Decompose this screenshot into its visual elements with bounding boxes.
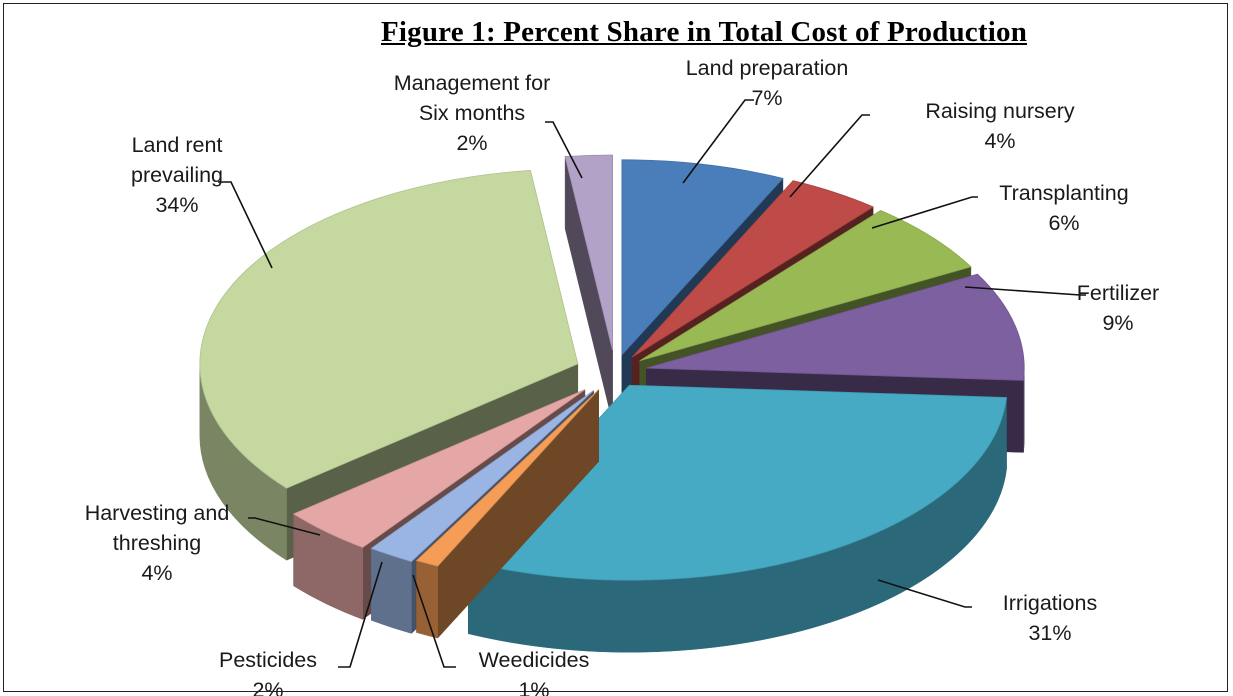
leader-line bbox=[789, 114, 870, 198]
leader-line bbox=[877, 579, 972, 608]
leader-line bbox=[871, 196, 978, 229]
leader-line bbox=[682, 99, 754, 184]
chart-title: Figure 1: Percent Share in Total Cost of… bbox=[380, 16, 1028, 48]
pie-slice bbox=[415, 388, 599, 639]
leader-line bbox=[964, 286, 1086, 296]
slice-label: Raising nursery 4% bbox=[925, 99, 1075, 153]
slice-label: Pesticides 2% bbox=[219, 648, 317, 696]
leader-line bbox=[218, 181, 273, 269]
slice-label: Land preparation 7% bbox=[686, 56, 849, 110]
slice-label: Transplanting 6% bbox=[999, 181, 1128, 235]
slice-label: Fertilizer 9% bbox=[1077, 281, 1159, 335]
pie-slice bbox=[564, 154, 613, 423]
pie-slice bbox=[467, 384, 1007, 653]
slice-label: Harvesting and threshing 4% bbox=[85, 501, 230, 585]
slice-label: Land rent prevailing 34% bbox=[131, 133, 223, 217]
leader-line bbox=[545, 121, 583, 179]
leader-line bbox=[338, 561, 383, 668]
slice-label: Weedicides 1% bbox=[479, 648, 590, 696]
leader-line bbox=[412, 574, 456, 668]
leader-line bbox=[248, 517, 321, 536]
slice-label: Management for Six months 2% bbox=[394, 71, 551, 155]
slice-label: Irrigations 31% bbox=[1003, 591, 1097, 645]
